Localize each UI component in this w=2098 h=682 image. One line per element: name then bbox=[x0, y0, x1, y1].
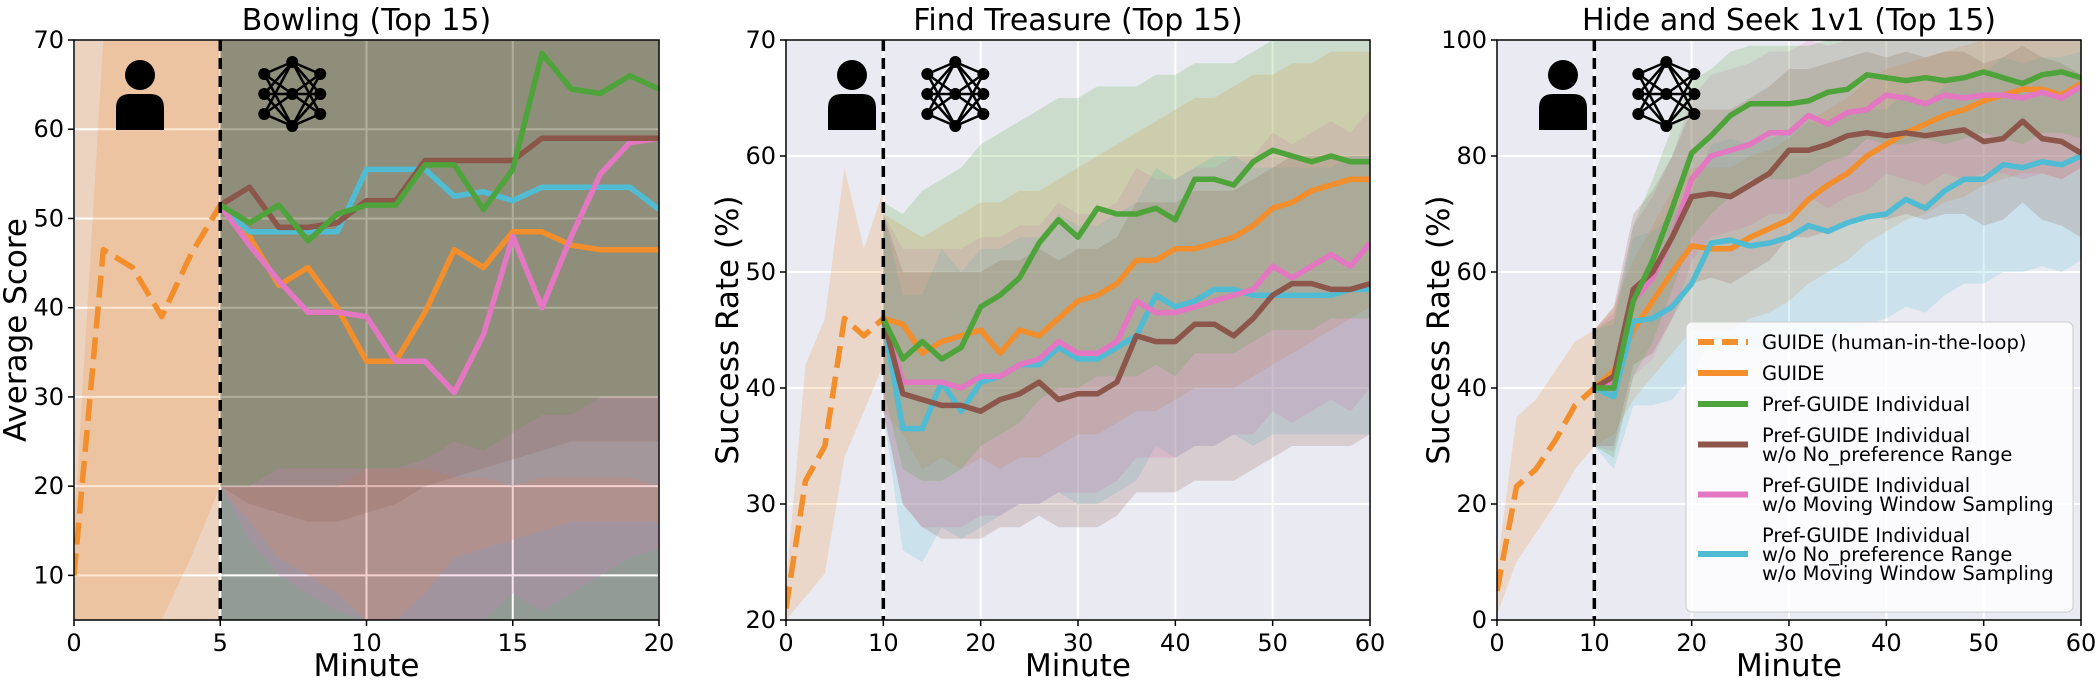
x-tick-label: 30 bbox=[1063, 629, 1094, 657]
confidence-band-guide bbox=[1594, 40, 2081, 446]
y-tick-label: 50 bbox=[33, 204, 64, 232]
y-tick-label: 80 bbox=[1456, 142, 1487, 170]
x-tick-label: 30 bbox=[1774, 629, 1805, 657]
x-tick-label: 60 bbox=[1355, 629, 1386, 657]
x-tick-label: 10 bbox=[351, 629, 382, 657]
legend-label: w/o Moving Window Sampling bbox=[1762, 562, 2054, 585]
y-tick-label: 10 bbox=[33, 561, 64, 589]
y-axis-label: Success Rate (%) bbox=[710, 195, 746, 464]
legend-label: Pref-GUIDE Individual bbox=[1762, 424, 1970, 447]
chart-title: Hide and Seek 1v1 (Top 15) bbox=[1582, 3, 1996, 38]
y-tick-label: 20 bbox=[745, 606, 776, 634]
person-icon bbox=[828, 60, 876, 130]
series-line-pref bbox=[218, 50, 659, 244]
confidence-band-no_mw bbox=[1594, 40, 2081, 452]
y-tick-label: 40 bbox=[33, 294, 64, 322]
neural-network-icon bbox=[921, 56, 990, 132]
y-tick-label: 30 bbox=[745, 490, 776, 518]
x-tick-label: 0 bbox=[778, 629, 793, 657]
y-tick-label: 60 bbox=[745, 142, 776, 170]
series-line-no_both bbox=[218, 166, 659, 235]
x-tick-label: 20 bbox=[965, 629, 996, 657]
y-tick-label: 20 bbox=[33, 472, 64, 500]
y-axis-label: Success Rate (%) bbox=[1421, 195, 1457, 464]
series-line-no_pref bbox=[1592, 118, 2081, 391]
series-line-pref bbox=[1594, 69, 2081, 391]
x-tick-label: 15 bbox=[497, 629, 528, 657]
y-tick-label: 50 bbox=[745, 258, 776, 286]
series-line-no_pref bbox=[218, 135, 659, 231]
person-icon bbox=[1539, 60, 1587, 130]
y-tick-label: 20 bbox=[1456, 490, 1487, 518]
confidence-band-guide bbox=[883, 51, 1370, 470]
y-tick-label: 40 bbox=[745, 374, 776, 402]
x-tick-label: 10 bbox=[868, 629, 899, 657]
y-tick-label: 60 bbox=[33, 115, 64, 143]
legend-label: w/o No_preference Range bbox=[1762, 543, 2012, 566]
x-axis-label: Minute bbox=[1025, 648, 1131, 682]
chart-title: Bowling (Top 15) bbox=[242, 3, 491, 38]
y-tick-label: 30 bbox=[33, 383, 64, 411]
plot-area bbox=[74, 40, 659, 620]
x-tick-label: 5 bbox=[213, 629, 228, 657]
x-tick-label: 40 bbox=[1871, 629, 1902, 657]
human-phase-shade bbox=[74, 40, 221, 620]
series-line-guide_hitl bbox=[786, 315, 886, 609]
plot-area bbox=[1497, 40, 2081, 620]
legend: GUIDE (human-in-the-loop) GUIDE Pref-GUIDE… bbox=[1685, 321, 2074, 613]
series-line-guide_hitl bbox=[74, 203, 223, 576]
legend-box bbox=[1685, 321, 2074, 613]
x-tick-label: 10 bbox=[1579, 629, 1610, 657]
legend-label: Pref-GUIDE Individual bbox=[1762, 474, 1970, 497]
legend-label: GUIDE bbox=[1762, 362, 1824, 385]
series-line-guide bbox=[218, 203, 659, 364]
y-tick-label: 70 bbox=[33, 26, 64, 54]
x-tick-label: 20 bbox=[644, 629, 675, 657]
legend-label: w/o Moving Window Sampling bbox=[1762, 493, 2054, 516]
confidence-band-guide_hitl bbox=[74, 40, 221, 620]
series-line-no_mw bbox=[218, 135, 659, 396]
y-tick-label: 40 bbox=[1456, 374, 1487, 402]
x-tick-label: 50 bbox=[1968, 629, 1999, 657]
confidence-band-pref bbox=[220, 40, 659, 487]
y-tick-label: 70 bbox=[745, 26, 776, 54]
legend-label: Pref-GUIDE Individual bbox=[1762, 524, 1970, 547]
legend-label: GUIDE (human-in-the-loop) bbox=[1762, 331, 2026, 354]
confidence-band-no_pref bbox=[883, 156, 1370, 539]
series-line-pref bbox=[880, 147, 1370, 362]
y-tick-label: 100 bbox=[1441, 26, 1487, 54]
y-axis-label: Average Score bbox=[0, 218, 34, 442]
x-tick-label: 40 bbox=[1160, 629, 1191, 657]
x-tick-label: 60 bbox=[2066, 629, 2097, 657]
x-axis-label: Minute bbox=[314, 648, 420, 682]
chart-panel-2: 0 10 20 30 40 50 60 20 30 40 50 60 70 Find Treasure (… bbox=[710, 3, 1385, 682]
person-icon bbox=[116, 60, 164, 130]
series-line-no_pref bbox=[880, 280, 1370, 414]
legend-label: w/o No_preference Range bbox=[1762, 443, 2012, 466]
series-line-no_both bbox=[1593, 153, 2081, 400]
series-line-no_mw bbox=[880, 241, 1370, 391]
chart-title: Find Treasure (Top 15) bbox=[913, 3, 1243, 38]
chart-panel-1: 0 5 10 15 20 10 20 30 40 50 60 70 Bowling (Top 15) Mi… bbox=[0, 3, 674, 682]
neural-network-icon bbox=[1632, 56, 1701, 132]
y-tick-label: 60 bbox=[1456, 258, 1487, 286]
confidence-band-no_pref bbox=[1594, 45, 2081, 447]
y-tick-label: 0 bbox=[1472, 606, 1487, 634]
legend-label: Pref-GUIDE Individual bbox=[1762, 393, 1970, 416]
confidence-band-guide_hitl bbox=[1497, 330, 1595, 615]
x-axis-label: Minute bbox=[1736, 648, 1842, 682]
confidence-band-no_both bbox=[220, 40, 659, 487]
x-tick-label: 50 bbox=[1257, 629, 1288, 657]
neural-network-icon bbox=[258, 56, 327, 132]
confidence-band-pref bbox=[1594, 40, 2081, 458]
plot-area bbox=[786, 40, 1370, 620]
x-tick-label: 20 bbox=[1676, 629, 1707, 657]
x-tick-label: 0 bbox=[66, 629, 81, 657]
x-tick-label: 0 bbox=[1489, 629, 1504, 657]
